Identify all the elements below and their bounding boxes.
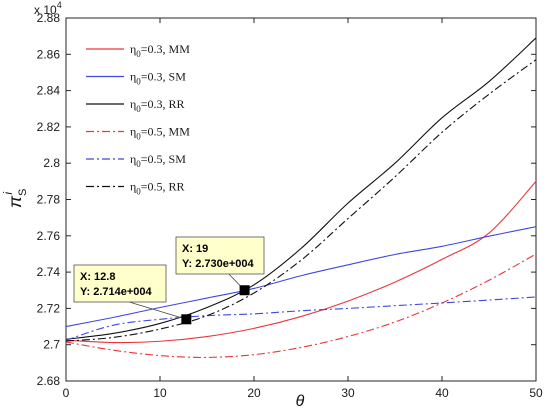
series-layer	[65, 37, 537, 358]
axis-ticks: 0 10 20 30 40 50 2.68 2.7 2.72 2.74 2.76 2.78 2.8 2.8…	[37, 11, 543, 400]
datatip-pointer-0	[129, 301, 187, 320]
y-tick-label: 2.84	[37, 84, 61, 98]
x-tick-label: 50	[529, 386, 543, 400]
series-line-5	[65, 59, 537, 342]
x-tick-label: 20	[247, 386, 261, 400]
datatip-y-1: Y: 2.730e+004	[182, 258, 255, 270]
series-line-0	[65, 180, 537, 344]
legend-label-0: η0=0.3, MM	[130, 42, 190, 59]
legend-label-3: η0=0.5, MM	[130, 125, 190, 142]
legend-label-1: η0=0.3, SM	[130, 70, 186, 87]
legend-label-2: η0=0.3, RR	[130, 97, 185, 114]
y-tick-label: 2.82	[37, 120, 61, 134]
datatips: X: 12.8 Y: 2.714e+004 X: 19 Y: 2.730e+004	[73, 236, 265, 325]
series-line-4	[65, 296, 537, 341]
y-tick-label: 2.8	[43, 156, 60, 170]
x-tick-label: 40	[435, 386, 449, 400]
datatip-box-0[interactable]	[73, 264, 167, 303]
datatip-x-1: X: 19	[182, 243, 208, 255]
y-exponent-label: x 104	[34, 0, 62, 17]
legend-label-5: η0=0.5, RR	[130, 180, 185, 197]
y-tick-label: 2.74	[37, 265, 61, 279]
svg-text:πSi: πSi	[1, 189, 29, 208]
datatip-marker-1[interactable]	[239, 285, 250, 296]
series-line-1	[65, 226, 537, 328]
y-tick-label: 2.76	[37, 229, 61, 243]
y-tick-label: 2.78	[37, 193, 61, 207]
legend-box	[74, 28, 214, 196]
legend: η0=0.3, MM η0=0.3, SM η0=0.3, RR η0=0.5, MM…	[74, 28, 214, 197]
datatip-box-1[interactable]	[175, 236, 265, 275]
x-axis-label: θ	[296, 393, 305, 410]
y-axis-label: πSi	[1, 189, 29, 208]
datatip-y-0: Y: 2.714e+004	[80, 286, 153, 298]
y-tick-label: 2.7	[43, 338, 60, 352]
datatip-marker-0[interactable]	[181, 314, 192, 325]
x-tick-label: 0	[63, 386, 70, 400]
y-tick-label: 2.68	[37, 374, 61, 388]
y-tick-label: 2.88	[37, 11, 61, 25]
series-line-2	[65, 37, 537, 340]
y-tick-label: 2.86	[37, 47, 61, 61]
series-line-3	[65, 253, 537, 358]
x-tick-label: 10	[153, 386, 167, 400]
x-tick-label: 30	[341, 386, 355, 400]
y-tick-label: 2.72	[37, 301, 61, 315]
datatip-x-0: X: 12.8	[80, 271, 115, 283]
legend-label-4: η0=0.5, SM	[130, 152, 186, 169]
